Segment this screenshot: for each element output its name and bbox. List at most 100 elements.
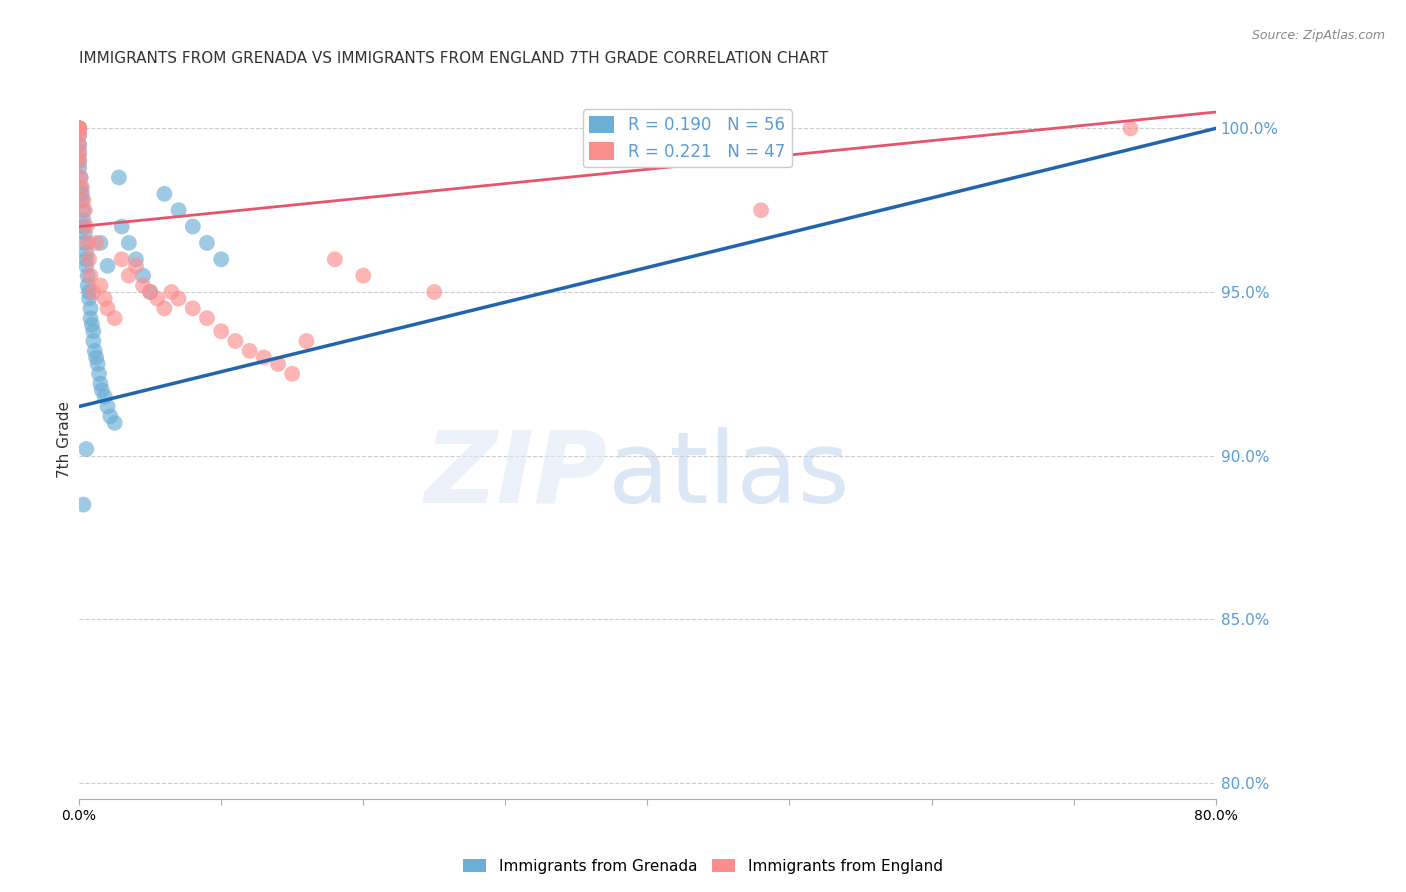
Point [67,121,90,136]
Point [118,235,141,250]
Point [67,137,90,152]
Point [100,409,122,424]
Point [67,121,90,136]
Point [69,170,91,185]
Point [77,292,100,306]
Point [73,235,96,250]
Legend: Immigrants from Grenada, Immigrants from England: Immigrants from Grenada, Immigrants from… [457,853,949,880]
Text: ZIP: ZIP [425,426,607,524]
Point [195,235,218,250]
Point [253,351,276,365]
Point [84,235,107,250]
Point [72,498,94,512]
Point [67,121,90,136]
Point [1119,121,1142,136]
Point [72,203,94,218]
Point [267,357,290,371]
Point [132,278,155,293]
Point [139,285,162,299]
Point [70,186,93,201]
Point [67,154,90,169]
Point [76,235,98,250]
Point [67,121,90,136]
Point [167,203,190,218]
Point [281,367,304,381]
Point [77,252,100,267]
Legend: R = 0.190   N = 56, R = 0.221   N = 47: R = 0.190 N = 56, R = 0.221 N = 47 [582,110,792,168]
Point [67,145,90,159]
Point [82,285,104,299]
Point [75,259,97,273]
Point [84,351,107,365]
Point [153,186,176,201]
Point [90,383,112,397]
Point [146,292,169,306]
Point [323,252,346,267]
Point [209,324,232,338]
Point [125,259,148,273]
Point [86,357,108,371]
Point [76,268,98,283]
Point [224,334,246,348]
Point [82,324,104,338]
Y-axis label: 7th Grade: 7th Grade [58,401,72,478]
Point [67,121,90,136]
Point [73,203,96,218]
Point [195,311,218,326]
Point [72,194,94,208]
Point [87,367,110,381]
Point [96,259,118,273]
Point [79,311,101,326]
Point [181,301,204,316]
Point [423,285,446,299]
Point [67,128,90,142]
Point [75,442,97,456]
Point [93,292,115,306]
Point [67,128,90,142]
Point [96,301,118,316]
Point [239,343,262,358]
Text: IMMIGRANTS FROM GRENADA VS IMMIGRANTS FROM ENGLAND 7TH GRADE CORRELATION CHART: IMMIGRANTS FROM GRENADA VS IMMIGRANTS FR… [79,51,828,66]
Point [118,268,141,283]
Point [209,252,232,267]
Point [70,180,93,194]
Text: Source: ZipAtlas.com: Source: ZipAtlas.com [1251,29,1385,42]
Point [67,147,90,161]
Point [167,292,190,306]
Point [160,285,183,299]
Point [75,245,97,260]
Point [72,213,94,227]
Point [80,318,103,332]
Point [139,285,162,299]
Point [749,203,772,218]
Point [69,180,91,194]
Point [72,219,94,234]
Point [89,376,111,391]
Text: atlas: atlas [607,426,849,524]
Point [125,252,148,267]
Point [104,311,127,326]
Point [67,161,90,175]
Point [67,121,90,136]
Point [70,194,93,208]
Point [83,343,105,358]
Point [295,334,318,348]
Point [352,268,374,283]
Point [76,278,98,293]
Point [108,170,131,185]
Point [75,219,97,234]
Point [75,252,97,267]
Point [153,301,176,316]
Point [67,154,90,169]
Point [67,121,90,136]
Point [82,334,104,348]
Point [111,252,134,267]
Point [73,226,96,240]
Point [89,235,111,250]
Point [69,170,91,185]
Point [67,121,90,136]
Point [104,416,127,430]
Point [96,400,118,414]
Point [93,390,115,404]
Point [89,278,111,293]
